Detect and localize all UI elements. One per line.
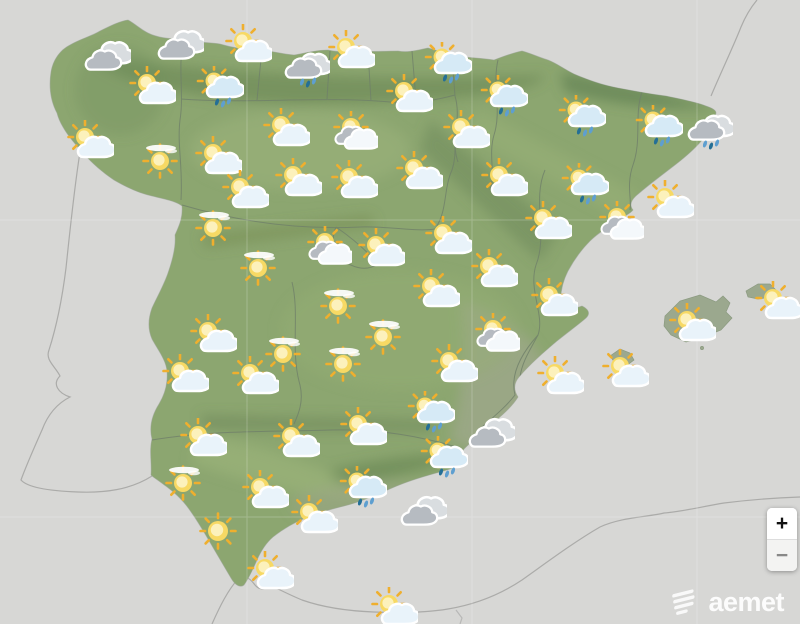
- neighbour-coastlines: [20, 0, 800, 624]
- aemet-logo-text: aemet: [708, 587, 784, 617]
- france-coastline: [710, 0, 758, 97]
- zoom-in-button[interactable]: +: [767, 508, 797, 540]
- portugal-coastline: [20, 151, 153, 493]
- africa-border: [455, 609, 463, 624]
- aemet-logo: aemet: [671, 587, 784, 618]
- map-zoom-control: + −: [767, 508, 797, 571]
- africa-coastline: [211, 496, 800, 624]
- zoom-out-button[interactable]: −: [767, 540, 797, 571]
- aemet-logo-icon: [672, 589, 695, 615]
